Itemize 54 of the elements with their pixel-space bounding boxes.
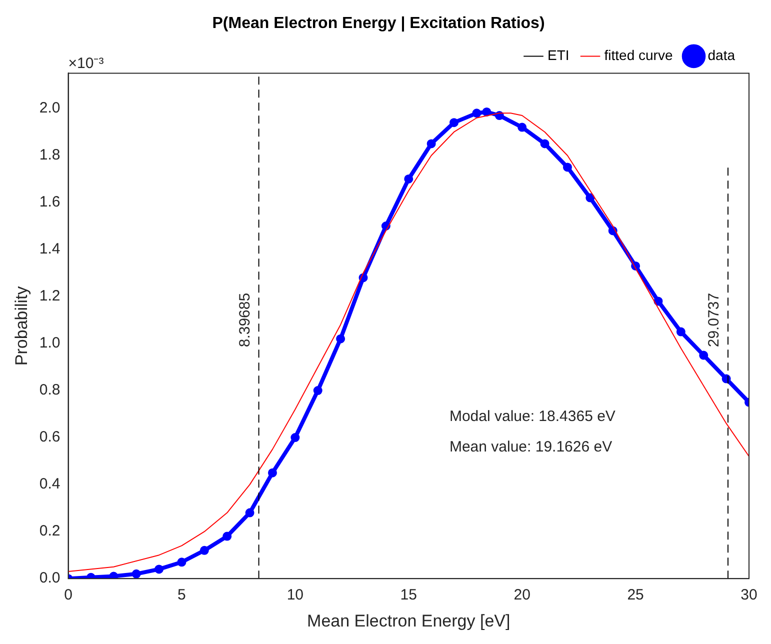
text: ×10⁻³: [68, 54, 104, 72]
x-tick-label: 20: [514, 586, 530, 604]
annotation: Modal value: 18.4365 eV: [449, 408, 616, 426]
point: [450, 118, 459, 128]
point: [222, 532, 232, 541]
y-tick-label: 0.6: [39, 428, 60, 446]
annotation: 29.0737: [706, 292, 723, 348]
annotation: Mean value: 19.1626 eV: [449, 438, 612, 456]
point: [472, 108, 482, 118]
point: [699, 350, 708, 360]
point: [268, 468, 277, 478]
x-tick-label: 30: [740, 586, 758, 604]
annotation: 8.39685: [236, 292, 254, 348]
y-tick-label: 1.4: [39, 240, 60, 258]
y-tick-label: 1.0: [39, 334, 60, 352]
y-axis-title: Probability: [12, 286, 31, 366]
x-tick-label: 0: [64, 586, 72, 604]
x-axis-title: Mean Electron Energy [eV]: [307, 611, 510, 630]
point: [245, 508, 254, 518]
x-tick-label: 5: [178, 586, 186, 604]
point: [654, 296, 663, 306]
point: [518, 122, 527, 132]
point: [154, 564, 164, 574]
point: [336, 334, 346, 344]
point: [426, 139, 436, 148]
point: [290, 433, 300, 442]
x-tick-label: 10: [286, 586, 304, 604]
point: [586, 193, 595, 202]
x-tick-label: 25: [627, 586, 644, 604]
y-tick-label: 2.0: [39, 100, 60, 117]
y-tick-label: 0.4: [39, 476, 60, 493]
point: [109, 572, 118, 579]
point: [562, 162, 572, 172]
point: [200, 546, 209, 555]
point: [381, 221, 390, 230]
legend-label: ETI: [547, 47, 570, 64]
chart-title: P(Mean Electron Energy | Excitation Ratios): [212, 15, 545, 32]
point: [494, 111, 504, 120]
point: [313, 386, 322, 396]
point: [404, 174, 414, 184]
point: [676, 327, 686, 336]
point: [132, 569, 141, 578]
point: [482, 107, 492, 116]
y-tick-label: 0.8: [39, 382, 60, 399]
y-tick-label: 0.0: [39, 570, 60, 587]
y-tick-label: 1.6: [39, 194, 60, 211]
y-tick-label: 0.2: [39, 522, 60, 540]
y-tick-label: 1.8: [39, 146, 60, 164]
y-tick-label: 1.2: [39, 288, 60, 305]
x-tick-label: 15: [400, 586, 417, 604]
point: [177, 558, 186, 567]
legend-label: data: [708, 47, 736, 64]
point: [540, 139, 550, 148]
legend-label: fitted curve: [604, 47, 673, 64]
